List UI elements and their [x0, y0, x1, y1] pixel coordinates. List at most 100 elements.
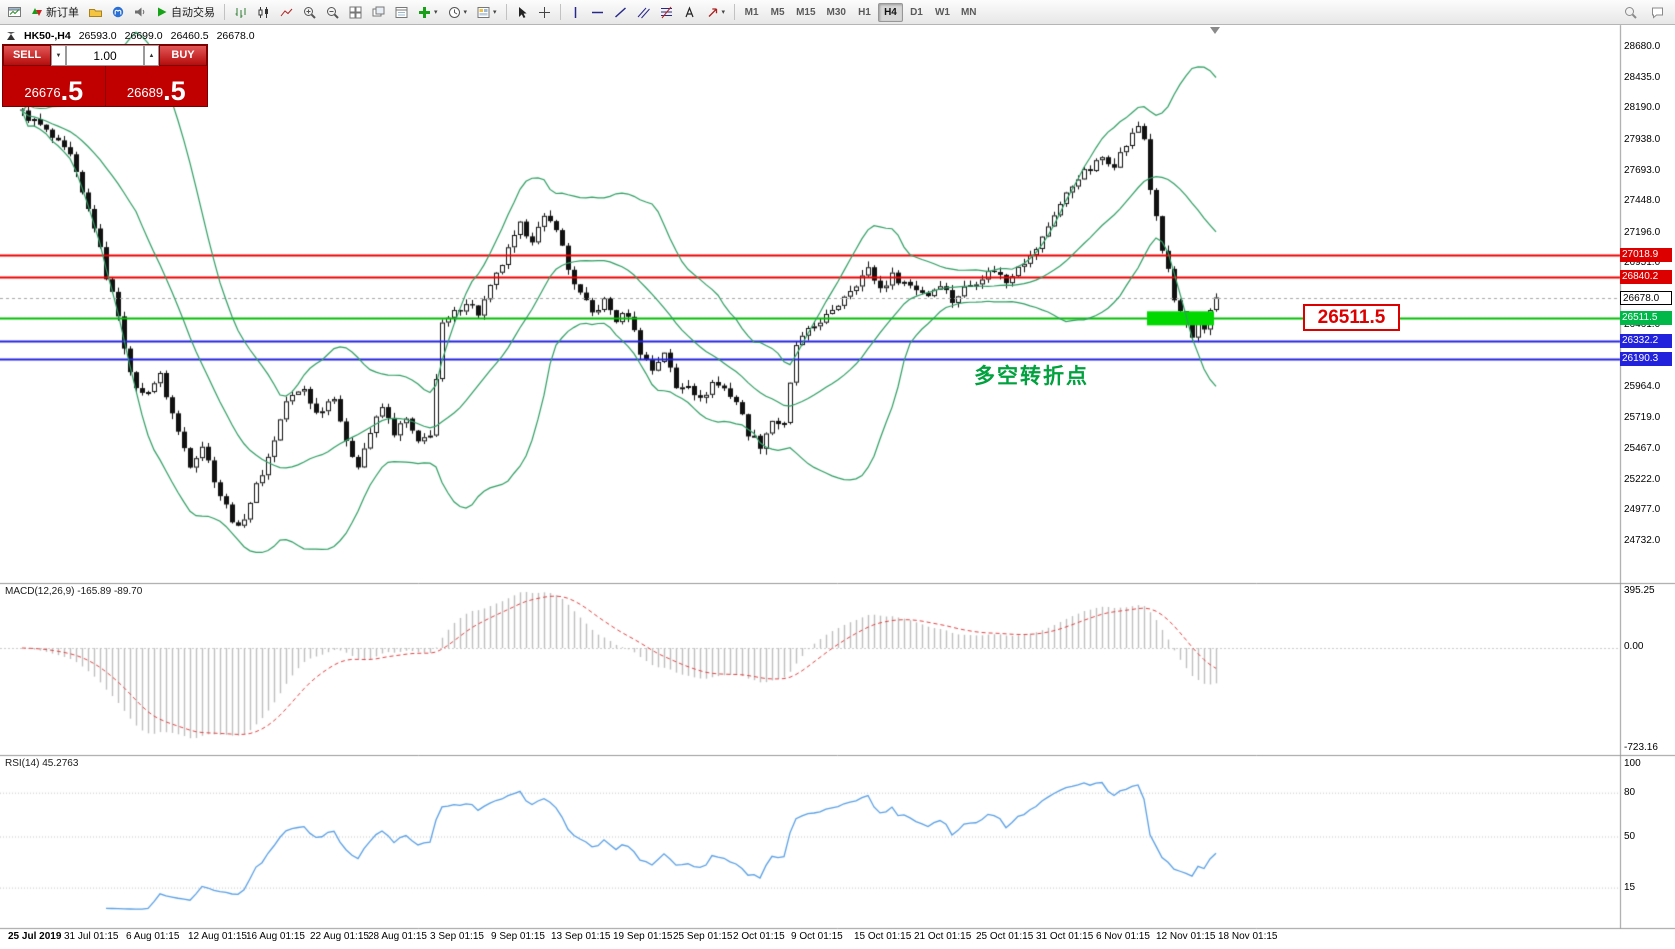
toolbar-separator: [505, 4, 507, 20]
line-chart-icon: [280, 8, 293, 16]
buy-price-display[interactable]: 26689 .5: [106, 66, 208, 106]
cascade-windows-button[interactable]: [368, 2, 389, 22]
indicator-scale-tick: 80: [1624, 787, 1636, 798]
price-tick: 28190.0: [1624, 102, 1661, 114]
level-price-box: 26332.2: [1620, 333, 1672, 348]
caret-down-icon: ▾: [493, 8, 497, 16]
price-divider: [104, 66, 106, 106]
autotrading-label: 自动交易: [171, 7, 215, 19]
price-callout-box: 26511.5: [1303, 304, 1400, 331]
sell-price-display[interactable]: 26676 .5: [3, 66, 105, 106]
time-axis-label: 6 Aug 01:15: [126, 931, 180, 942]
text-icon: [684, 5, 694, 17]
timeframe-m1-button[interactable]: M1: [739, 3, 764, 22]
horizontal-line-button[interactable]: [587, 2, 608, 22]
level-price-box: 26190.3: [1620, 351, 1672, 366]
volume-decrease-button[interactable]: ▼: [51, 45, 66, 66]
time-axis-label: 9 Oct 01:15: [791, 931, 843, 942]
time-axis-label: 3 Sep 01:15: [430, 931, 484, 942]
cursor-icon: [518, 6, 527, 18]
time-axis-label: 16 Aug 01:15: [246, 931, 305, 942]
caret-down-icon: ▾: [434, 8, 438, 16]
time-axis-label: 13 Sep 01:15: [551, 931, 611, 942]
trendline-button[interactable]: [610, 2, 631, 22]
new-order-label: 新订单: [46, 7, 79, 19]
buy-button[interactable]: BUY: [159, 45, 207, 66]
timeframe-d1-button[interactable]: D1: [904, 3, 929, 22]
crosshair-button[interactable]: [534, 2, 555, 22]
crosshair-icon: [538, 6, 550, 18]
indicators-button[interactable]: ▾: [414, 2, 442, 22]
speaker-icon: [135, 7, 145, 17]
candlestick-chart-icon: [258, 6, 268, 18]
price-tick: 27693.0: [1624, 164, 1661, 176]
sell-price-fraction: .5: [60, 76, 84, 107]
timeframe-h4-button[interactable]: H4: [877, 2, 903, 22]
clock-icon: [448, 6, 460, 18]
level-price-box: 26511.5: [1620, 311, 1672, 326]
timeframe-h1-button[interactable]: H1: [852, 3, 877, 22]
text-label-button[interactable]: [679, 2, 700, 22]
search-button[interactable]: [1620, 2, 1641, 22]
one-click-toggle-button[interactable]: [7, 32, 15, 40]
vertical-line-button[interactable]: [566, 2, 585, 22]
indicator-scale-tick: 15: [1624, 882, 1636, 893]
zoom-out-button[interactable]: [322, 2, 343, 22]
timeframe-m30-button[interactable]: M30: [822, 3, 851, 22]
chart-header: HK50-,H4 26593.0 26699.0 26460.5 26678.0: [7, 30, 255, 42]
price-tick: 25719.0: [1624, 411, 1661, 423]
profiles-button[interactable]: [85, 2, 106, 22]
market-watch-icon: [112, 6, 124, 18]
window-list-button[interactable]: [391, 2, 412, 22]
channel-button[interactable]: [633, 2, 654, 22]
volume-increase-button[interactable]: ▲: [144, 45, 159, 66]
window-list-icon: [395, 6, 408, 18]
new-chart-button[interactable]: [4, 2, 25, 22]
zoom-in-button[interactable]: [299, 2, 320, 22]
periods-button[interactable]: ▾: [444, 2, 472, 22]
candlestick-chart-button[interactable]: [253, 2, 274, 22]
time-axis-label: 9 Sep 01:15: [491, 931, 545, 942]
sell-price-main: 26676: [24, 85, 61, 100]
price-tick: 25964.0: [1624, 380, 1661, 392]
timeframe-m5-button[interactable]: M5: [765, 3, 790, 22]
community-button[interactable]: [1647, 2, 1668, 22]
rsi-label: RSI(14) 45.2763: [5, 758, 79, 769]
new-order-icon: [32, 8, 42, 16]
market-watch-button[interactable]: [108, 2, 128, 22]
timeframe-mn-button[interactable]: MN: [956, 3, 982, 22]
volume-input[interactable]: [66, 45, 144, 66]
tile-windows-button[interactable]: [345, 2, 366, 22]
caret-down-icon: ▾: [463, 8, 468, 16]
symbol-period-label: HK50-,H4: [24, 30, 71, 42]
cursor-button[interactable]: [512, 2, 532, 22]
bar-chart-button[interactable]: [230, 2, 251, 22]
toolbar-separator: [734, 4, 736, 20]
toolbar-right-group: [1619, 2, 1672, 22]
time-axis-label: 31 Oct 01:15: [1036, 931, 1094, 942]
time-axis[interactable]: 25 Jul 2019 31 Jul 01:15 6 Aug 01:15 12 Aug…: [0, 929, 1620, 949]
close-value: 26678.0: [216, 30, 255, 42]
fibonacci-icon: [660, 6, 672, 18]
fibonacci-button[interactable]: [656, 2, 677, 22]
time-axis-label: 22 Aug 01:15: [310, 931, 369, 942]
line-chart-button[interactable]: [276, 2, 297, 22]
high-value: 26699.0: [124, 30, 163, 42]
timeframe-m15-button[interactable]: M15: [791, 3, 820, 22]
new-order-button[interactable]: 新订单: [27, 2, 83, 22]
zoom-in-icon: [304, 6, 316, 19]
chart-shift-marker-icon: [1210, 27, 1220, 34]
templates-button[interactable]: ▾: [473, 2, 501, 22]
one-click-trading-panel: SELL ▼ ▲ BUY 26676 .5 26689 .5: [2, 44, 208, 107]
template-icon: [477, 6, 490, 18]
time-axis-label: 12 Nov 01:15: [1156, 931, 1216, 942]
arrows-button[interactable]: ▾: [702, 2, 730, 22]
time-axis-label: 25 Oct 01:15: [976, 931, 1034, 942]
alerts-button[interactable]: [130, 2, 150, 22]
time-axis-label: 25 Jul 2019: [8, 931, 62, 942]
sell-button[interactable]: SELL: [3, 45, 51, 66]
autotrading-button[interactable]: 自动交易: [152, 2, 219, 22]
price-scale[interactable]: 28680.0 28435.0 28190.0 27938.0 27693.0 27448…: [1620, 25, 1674, 928]
timeframe-w1-button[interactable]: W1: [930, 3, 955, 22]
